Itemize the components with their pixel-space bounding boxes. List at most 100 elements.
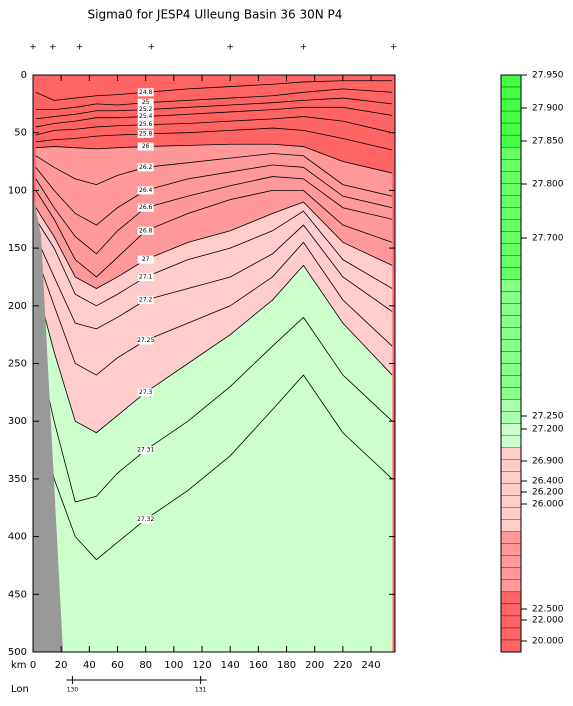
colorbar-cell <box>500 507 522 520</box>
colorbar-cell <box>500 315 522 328</box>
colorbar-cell <box>500 639 522 653</box>
colorbar-cell <box>500 411 522 424</box>
x-tick-label: 80 <box>139 660 152 671</box>
x-tick-label: 240 <box>362 660 381 671</box>
y-tick-label: 350 <box>8 474 27 485</box>
colorbar-cell <box>500 555 522 569</box>
colorbar-cell <box>500 531 522 544</box>
contour-line <box>35 210 393 307</box>
contour-line <box>35 164 393 226</box>
contour-label: 27.31 <box>137 447 154 454</box>
x-tick-label: 180 <box>277 660 296 671</box>
lon-tick-label: 131 <box>195 687 207 694</box>
colorbar-label: 27.900 <box>532 104 564 114</box>
colorbar-cell <box>500 399 522 412</box>
colorbar-cell <box>500 543 522 556</box>
contour-label-bg <box>137 203 154 212</box>
contour-line <box>35 264 393 434</box>
contour-label-bg <box>137 296 154 305</box>
x-axis-label: km <box>11 660 27 671</box>
contour-label-bg <box>137 120 154 129</box>
contour-label-bg <box>137 336 154 345</box>
seafloor <box>33 195 63 652</box>
colorbar-label: 27.250 <box>532 412 564 422</box>
x-tick-label: 20 <box>55 660 68 671</box>
colorbar-cell <box>500 122 522 136</box>
contour-label: 26.6 <box>139 204 153 211</box>
contour-label: 25 <box>142 99 150 106</box>
colorbar-cell <box>500 183 522 196</box>
contour-line <box>35 106 393 128</box>
x-tick-label: 100 <box>164 660 183 671</box>
x-tick-label: 140 <box>221 660 240 671</box>
contour-label: 27.1 <box>139 273 153 280</box>
contour-label-bg <box>137 388 154 397</box>
y-tick-label: 400 <box>8 532 27 543</box>
y-tick-label: 0 <box>21 70 27 81</box>
contour-label-bg <box>137 272 154 281</box>
contour-label: 27.2 <box>139 297 153 304</box>
colorbar-cell <box>500 447 522 460</box>
colorbar-cell <box>500 74 522 88</box>
x-tick-label: 200 <box>305 660 324 671</box>
colorbar-cell <box>500 86 522 100</box>
colorbar-label: 22.000 <box>532 616 564 626</box>
contour-line <box>35 241 393 376</box>
contour-label: 25.8 <box>139 130 153 137</box>
colorbar-cell <box>500 195 522 208</box>
y-tick-label: 100 <box>8 185 27 196</box>
contour-line <box>35 116 393 136</box>
colorbar-cell <box>500 387 522 400</box>
contour-label: 26.8 <box>139 227 153 234</box>
station-marker: + <box>49 43 57 53</box>
colorbar-cell <box>500 98 522 112</box>
contour-label: 25.2 <box>139 106 153 113</box>
station-marker: + <box>300 43 308 53</box>
contour-label: 26 <box>142 143 150 150</box>
contour-label-bg <box>137 515 154 524</box>
contour-line <box>35 316 393 503</box>
density-band <box>35 375 393 652</box>
contour-label-bg <box>137 226 154 235</box>
colorbar-label: 27.850 <box>532 137 564 147</box>
contour-label-bg <box>137 163 154 172</box>
colorbar-label: 26.000 <box>532 500 564 510</box>
colorbar-cell <box>500 435 522 448</box>
colorbar-cell <box>500 291 522 304</box>
colorbar-label: 27.800 <box>532 180 564 190</box>
colorbar-cell <box>500 459 522 472</box>
colorbar-cell <box>500 627 522 641</box>
contour-label-bg <box>137 88 154 97</box>
colorbar-cell <box>500 471 522 484</box>
colorbar-label: 27.950 <box>532 71 564 81</box>
x-tick-label: 120 <box>192 660 211 671</box>
station-marker: + <box>226 43 234 53</box>
contour-label-bg <box>137 129 154 138</box>
colorbar-cell <box>500 375 522 388</box>
colorbar-cell <box>500 615 522 629</box>
contour-line <box>35 80 393 101</box>
station-marker: + <box>76 43 84 53</box>
colorbar-cell <box>500 423 522 436</box>
colorbar-cell <box>500 267 522 280</box>
contour-line <box>35 153 393 197</box>
contour-label: 26.2 <box>139 164 153 171</box>
colorbar-cell <box>500 219 522 232</box>
colorbar-cell <box>500 231 522 244</box>
colorbar-cell <box>500 207 522 220</box>
contour-label-bg <box>137 98 154 107</box>
colorbar-cell <box>500 110 522 124</box>
contour-label: 26.4 <box>139 187 153 194</box>
contour-label: 27.32 <box>137 516 154 523</box>
y-tick-label: 200 <box>8 301 27 312</box>
colorbar-cell <box>500 327 522 340</box>
contour-line <box>35 97 393 120</box>
contour-label-bg <box>137 186 154 195</box>
colorbar-cell <box>500 279 522 292</box>
colorbar-label: 20.000 <box>532 637 564 647</box>
station-marker: + <box>29 43 37 53</box>
colorbar-cell <box>500 171 522 184</box>
y-tick-label: 500 <box>8 647 27 658</box>
colorbar-label: 27.200 <box>532 425 564 435</box>
